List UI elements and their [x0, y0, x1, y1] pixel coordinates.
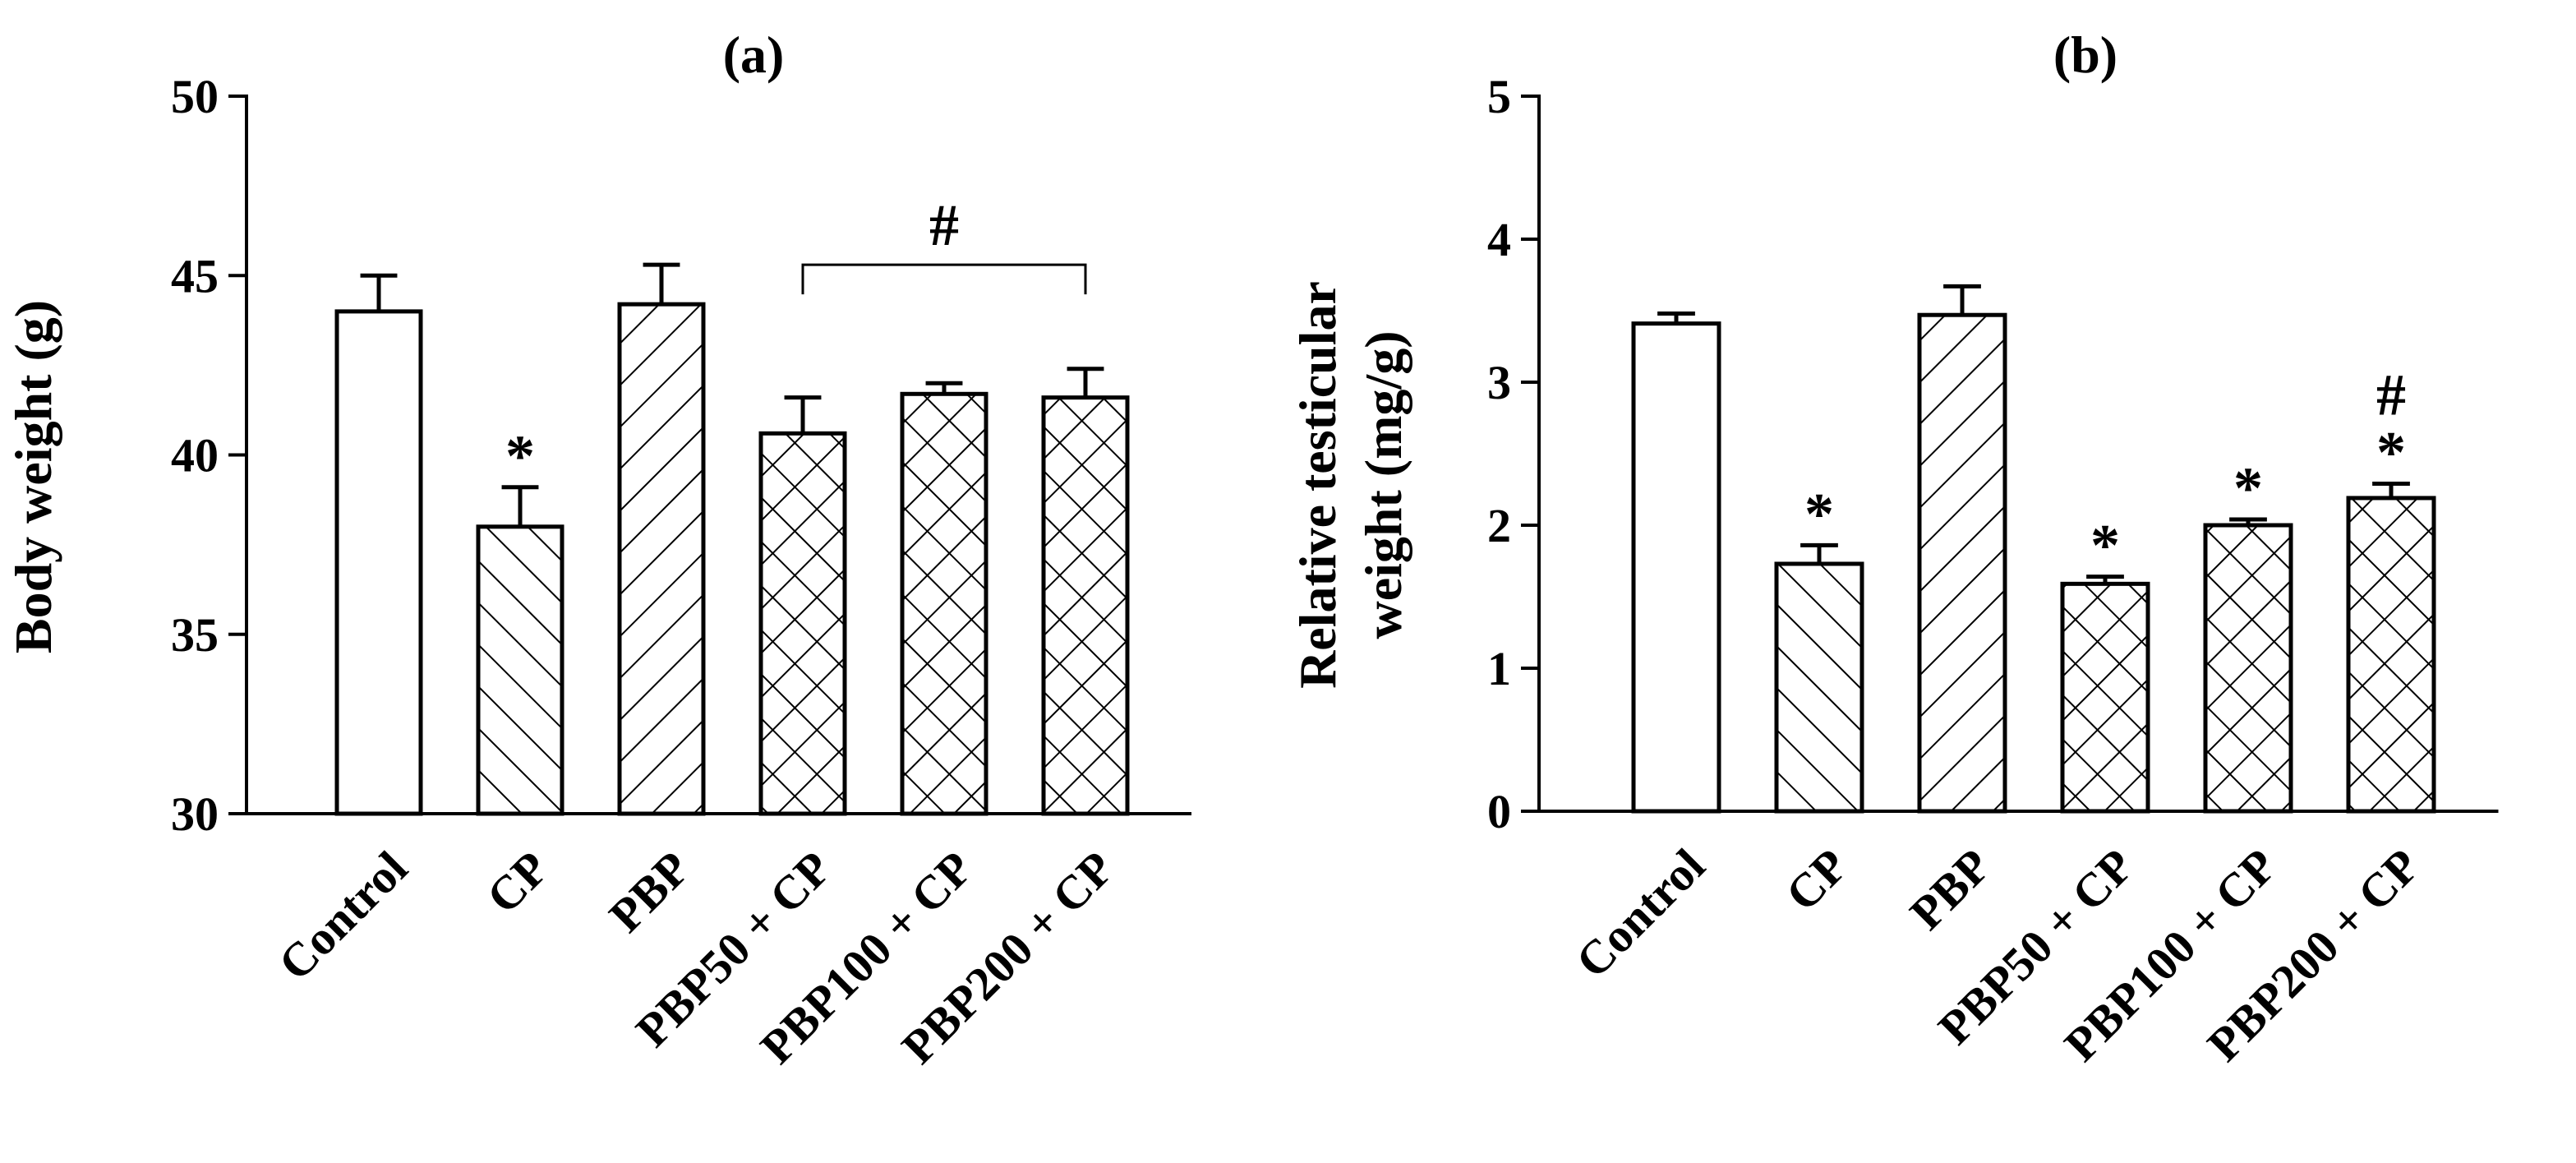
bracket-label: #	[929, 192, 959, 258]
bar	[758, 431, 847, 816]
bar	[900, 391, 988, 816]
y-tick-label: 4	[1487, 213, 1511, 266]
x-tick-label: CP	[1776, 838, 1859, 921]
bar	[1917, 312, 2007, 814]
y-axis-title: Body weight (g)	[4, 300, 62, 653]
y-tick-label: 45	[171, 249, 219, 302]
bar	[476, 524, 565, 816]
x-tick-label: PBP	[1900, 838, 2001, 939]
chart-panel-a: (a) Body weight (g) 30 35 40 45 50 Control * CP…	[4, 25, 1191, 1074]
x-tick-label: CP	[477, 841, 560, 924]
y-tick-label: 2	[1487, 499, 1511, 552]
chart-title: (a)	[723, 25, 785, 84]
significance-marker: *	[2376, 420, 2406, 486]
bar	[1631, 321, 1721, 814]
y-tick-label: 1	[1487, 642, 1511, 695]
x-tick-label: Control	[268, 841, 417, 990]
bar	[1041, 395, 1130, 816]
y-axis-title-line-1: Relative testicular	[1288, 281, 1347, 689]
significance-marker: *	[505, 423, 535, 489]
significance-marker: *	[2090, 513, 2120, 579]
bar	[1774, 561, 1864, 814]
significance-marker: *	[2233, 455, 2263, 521]
y-tick-label: 3	[1487, 356, 1511, 409]
chart-panel-b: (b) Relative testicular weight (mg/g) 0 1…	[1288, 25, 2499, 1072]
bar	[617, 302, 706, 816]
significance-marker-secondary: #	[2376, 362, 2406, 428]
y-tick-label: 5	[1487, 70, 1511, 123]
chart-title: (b)	[2053, 25, 2117, 84]
bar	[2203, 523, 2293, 814]
bar	[2060, 581, 2150, 814]
x-tick-label: Control	[1565, 838, 1715, 988]
significance-bracket	[801, 263, 1087, 295]
significance-marker: *	[1804, 481, 1834, 547]
bar	[2346, 496, 2436, 814]
y-tick-label: 50	[171, 70, 219, 123]
y-tick-label: 0	[1487, 785, 1511, 838]
x-tick-label: PBP	[599, 841, 700, 942]
bar	[334, 309, 423, 816]
y-axis-title-line-2: weight (mg/g)	[1354, 330, 1412, 639]
y-tick-label: 30	[171, 787, 219, 841]
y-tick-label: 40	[171, 429, 219, 482]
y-tick-label: 35	[171, 608, 219, 662]
